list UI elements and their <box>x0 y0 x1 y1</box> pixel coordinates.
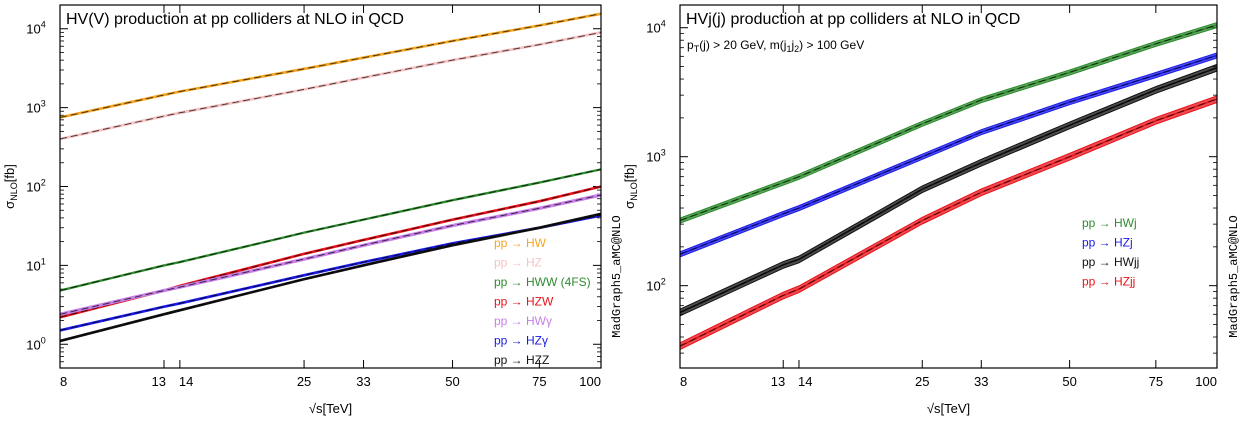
y-tick-label: 100 <box>26 335 45 352</box>
y-tick-exponent: 4 <box>661 19 666 29</box>
x-tick-label: 33 <box>974 374 988 389</box>
x-tick-label: 33 <box>356 374 370 389</box>
legend-entry-3: pp → HWW (4FS) <box>494 275 591 289</box>
subtitle-text: (j) > 20 GeV, m(j <box>699 38 786 52</box>
x-tick-label: 8 <box>680 374 687 389</box>
y-tick-label: 104 <box>26 20 45 37</box>
y-tick-exponent: 3 <box>661 148 666 158</box>
y-tick-base: 10 <box>26 258 40 273</box>
y-tick-base: 10 <box>646 21 660 36</box>
y-tick-exponent: 4 <box>41 20 46 30</box>
x-axis-label: √s[TeV] <box>927 401 970 416</box>
y-tick-exponent: 2 <box>661 277 666 287</box>
legend-entry-5: pp → HWγ <box>494 314 552 328</box>
x-tick-label: 14 <box>798 374 812 389</box>
y-tick-label: 104 <box>646 19 665 36</box>
y-axis-subscript: NLO <box>9 182 19 201</box>
legend-entry-4: pp → HZjj <box>1082 275 1135 289</box>
x-tick-label: 100 <box>579 374 601 389</box>
x-tick-label: 50 <box>445 374 459 389</box>
chart-subtitle: pT(j) > 20 GeV, m(j1j2) > 100 GeV <box>687 38 864 54</box>
legend-entry-1: pp → HWj <box>1082 216 1137 230</box>
y-tick-exponent: 2 <box>41 178 46 188</box>
y-tick-label: 102 <box>26 178 45 195</box>
y-tick-base: 10 <box>646 150 660 165</box>
y-axis-unit: [fb] <box>622 164 637 182</box>
y-tick-label: 103 <box>26 99 45 116</box>
x-tick-label: 75 <box>532 374 546 389</box>
y-tick-exponent: 3 <box>41 99 46 109</box>
x-tick-label: 25 <box>915 374 929 389</box>
x-tick-label: 8 <box>60 374 67 389</box>
y-axis-unit: [fb] <box>2 164 17 182</box>
y-tick-exponent: 1 <box>41 256 46 266</box>
y-axis-label: σNLO[fb] <box>622 164 639 209</box>
watermark-text: MadGraph5_aMC@NLO <box>1227 215 1241 337</box>
series-line-1 <box>680 25 1217 221</box>
x-tick-label: 75 <box>1149 374 1163 389</box>
chart-title: HV(V) production at pp colliders at NLO … <box>66 11 404 28</box>
legend-entry-6: pp → HZγ <box>494 334 548 348</box>
legend-entry-7: pp → HZZ <box>494 353 549 367</box>
x-tick-label: 100 <box>1195 374 1217 389</box>
x-tick-label: 50 <box>1062 374 1076 389</box>
legend-entry-2: pp → HZj <box>1082 236 1133 250</box>
y-axis-symbol: σ <box>622 201 637 209</box>
y-tick-exponent: 0 <box>41 335 46 345</box>
y-tick-base: 10 <box>646 279 660 294</box>
x-tick-label: 13 <box>152 374 166 389</box>
y-tick-label: 102 <box>646 277 665 294</box>
legend-entry-2: pp → HZ <box>494 256 542 270</box>
legend-entry-1: pp → HW <box>494 236 547 250</box>
x-tick-label: 14 <box>179 374 193 389</box>
x-axis-label: √s[TeV] <box>309 401 352 416</box>
legend-entry-4: pp → HZW <box>494 295 554 309</box>
series-band-1 <box>680 23 1217 224</box>
chart-title: HVj(j) production at pp colliders at NLO… <box>686 11 1020 28</box>
series-central-dashed-2 <box>60 32 601 139</box>
y-axis-subscript: NLO <box>629 182 639 201</box>
y-axis-symbol: σ <box>2 201 17 209</box>
y-tick-base: 10 <box>26 22 40 37</box>
y-tick-label: 101 <box>26 256 45 273</box>
y-tick-label: 103 <box>646 148 665 165</box>
x-tick-label: 13 <box>771 374 785 389</box>
plot-frame <box>680 5 1217 368</box>
y-tick-base: 10 <box>26 337 40 352</box>
y-tick-base: 10 <box>26 101 40 116</box>
watermark-text: MadGraph5_aMC@NLO <box>610 215 624 337</box>
x-tick-label: 25 <box>297 374 311 389</box>
y-axis-label: σNLO[fb] <box>2 164 19 209</box>
series-central-dashed-1 <box>60 14 601 118</box>
y-tick-base: 10 <box>26 180 40 195</box>
subtitle-text: ) > 100 GeV <box>799 38 864 52</box>
legend-entry-3: pp → HWjj <box>1082 255 1139 269</box>
